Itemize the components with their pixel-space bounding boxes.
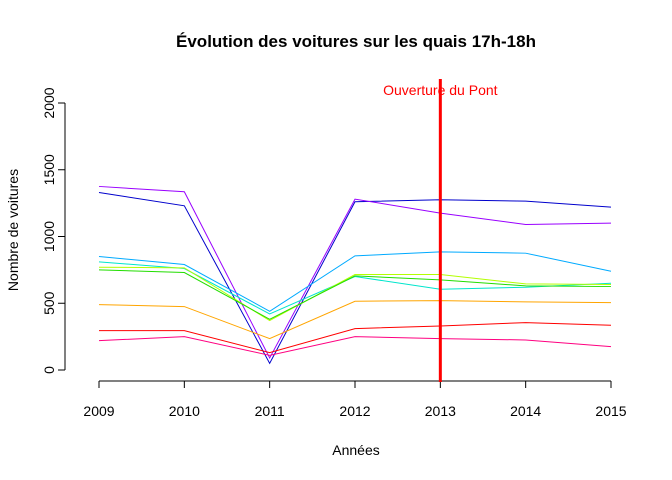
series-layer [98, 185, 612, 365]
y-tick-label: 1500 [41, 154, 57, 185]
y-tick-label: 500 [41, 291, 57, 315]
y-tick-label: 1000 [41, 221, 57, 252]
series-line-7 [98, 300, 612, 340]
series-line-4 [98, 261, 612, 315]
x-tick-label: 2014 [510, 403, 541, 419]
series-line-9 [98, 336, 612, 356]
series-line-3 [98, 251, 612, 312]
x-tick-label: 2009 [83, 403, 114, 419]
series-line-6 [98, 269, 612, 320]
y-tick-label: 0 [41, 366, 57, 374]
annotation-layer: Ouverture du Pont [383, 79, 498, 382]
y-tick-label: 2000 [41, 87, 57, 118]
x-tick-label: 2013 [425, 403, 456, 419]
series-line-8 [99, 322, 612, 354]
series-line-1 [98, 191, 612, 365]
series-line-2 [98, 185, 612, 360]
x-tick-label: 2010 [169, 403, 200, 419]
series-line-5 [98, 266, 612, 322]
x-axis: 2009 2010 2011 2012 2013 2014 2015 [83, 380, 627, 419]
x-axis-label: Années [332, 442, 379, 458]
x-tick-label: 2015 [595, 403, 626, 419]
x-tick-label: 2012 [339, 403, 370, 419]
chart-title: Évolution des voitures sur les quais 17h… [176, 32, 536, 51]
x-tick-label: 2011 [255, 403, 285, 419]
y-axis: 0 500 1000 1500 2000 [41, 87, 66, 374]
annotation-label: Ouverture du Pont [383, 82, 498, 98]
y-axis-label: Nombre de voitures [5, 169, 21, 291]
